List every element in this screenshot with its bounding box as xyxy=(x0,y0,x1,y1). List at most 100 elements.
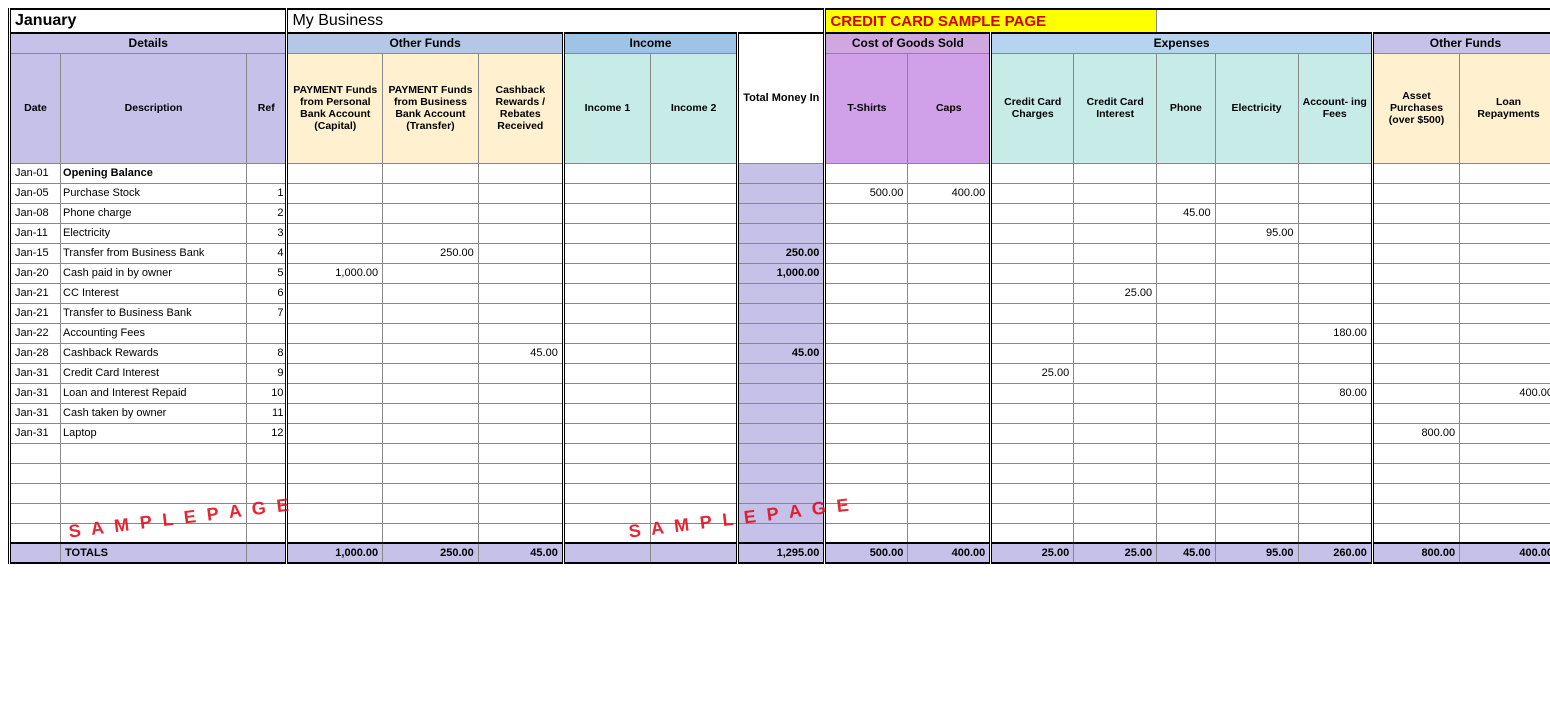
cell-ccinterest[interactable] xyxy=(1074,403,1157,423)
cell-paypersonal[interactable] xyxy=(287,303,383,323)
cell-electricity[interactable] xyxy=(1215,423,1298,443)
cell-paypersonal[interactable] xyxy=(287,403,383,423)
cell-asset[interactable] xyxy=(1372,303,1459,323)
cell-electricity[interactable] xyxy=(1215,183,1298,203)
cell-ref[interactable]: 10 xyxy=(247,383,287,403)
cell-income1[interactable] xyxy=(563,503,650,523)
cell-desc[interactable] xyxy=(61,483,247,503)
cell-income2[interactable] xyxy=(651,483,738,503)
cell-ref[interactable]: 9 xyxy=(247,363,287,383)
cell-ccinterest[interactable]: 25.00 xyxy=(1074,283,1157,303)
cell-totalin[interactable] xyxy=(738,283,825,303)
cell-income2[interactable] xyxy=(651,463,738,483)
cell-caps[interactable] xyxy=(908,323,991,343)
cell-electricity[interactable]: 95.00 xyxy=(1215,223,1298,243)
cell-ref[interactable] xyxy=(247,463,287,483)
cell-date[interactable]: Jan-21 xyxy=(10,283,61,303)
cell-desc[interactable]: Cash taken by owner xyxy=(61,403,247,423)
cell-cashback[interactable] xyxy=(478,183,563,203)
cell-paybusiness[interactable] xyxy=(383,283,479,303)
cell-income1[interactable] xyxy=(563,383,650,403)
cell-asset[interactable] xyxy=(1372,463,1459,483)
cell-income1[interactable] xyxy=(563,223,650,243)
cell-date[interactable]: Jan-05 xyxy=(10,183,61,203)
cell-loan[interactable]: 400.00 xyxy=(1460,383,1550,403)
cell-income1[interactable] xyxy=(563,263,650,283)
month-cell[interactable]: January xyxy=(10,9,287,33)
cell-asset[interactable] xyxy=(1372,363,1459,383)
cell-date[interactable]: Jan-11 xyxy=(10,223,61,243)
cell-cashback[interactable] xyxy=(478,323,563,343)
cell-asset[interactable] xyxy=(1372,323,1459,343)
cell-income2[interactable] xyxy=(651,203,738,223)
cell-income1[interactable] xyxy=(563,303,650,323)
cell-paypersonal[interactable] xyxy=(287,163,383,183)
cell-phone[interactable] xyxy=(1157,443,1215,463)
cell-phone[interactable] xyxy=(1157,383,1215,403)
cell-asset[interactable] xyxy=(1372,223,1459,243)
cell-cccharges[interactable]: 25.00 xyxy=(991,363,1074,383)
cell-paybusiness[interactable] xyxy=(383,383,479,403)
cell-ref[interactable]: 12 xyxy=(247,423,287,443)
cell-phone[interactable] xyxy=(1157,303,1215,323)
cell-cccharges[interactable] xyxy=(991,263,1074,283)
cell-income2[interactable] xyxy=(651,363,738,383)
cell-income2[interactable] xyxy=(651,503,738,523)
cell-acctfees[interactable] xyxy=(1298,403,1372,423)
cell-desc[interactable] xyxy=(61,503,247,523)
cell-paybusiness[interactable] xyxy=(383,203,479,223)
cell-acctfees[interactable] xyxy=(1298,483,1372,503)
cell-ccinterest[interactable] xyxy=(1074,363,1157,383)
cell-paypersonal[interactable] xyxy=(287,223,383,243)
cell-totalin[interactable] xyxy=(738,483,825,503)
cell-loan[interactable] xyxy=(1460,503,1550,523)
cell-ccinterest[interactable] xyxy=(1074,263,1157,283)
cell-ref[interactable]: 4 xyxy=(247,243,287,263)
cell-desc[interactable]: Credit Card Interest xyxy=(61,363,247,383)
cell-income2[interactable] xyxy=(651,263,738,283)
cell-tshirts[interactable] xyxy=(825,443,908,463)
cell-desc[interactable]: Cashback Rewards xyxy=(61,343,247,363)
cell-ccinterest[interactable] xyxy=(1074,503,1157,523)
cell-paypersonal[interactable] xyxy=(287,383,383,403)
cell-asset[interactable] xyxy=(1372,483,1459,503)
cell-income1[interactable] xyxy=(563,343,650,363)
cell-cccharges[interactable] xyxy=(991,303,1074,323)
cell-paypersonal[interactable] xyxy=(287,343,383,363)
cell-totalin[interactable] xyxy=(738,223,825,243)
cell-desc[interactable] xyxy=(61,443,247,463)
cell-desc[interactable] xyxy=(61,463,247,483)
cell-loan[interactable] xyxy=(1460,223,1550,243)
cell-paybusiness[interactable] xyxy=(383,483,479,503)
cell-totalin[interactable] xyxy=(738,183,825,203)
cell-paypersonal[interactable] xyxy=(287,483,383,503)
cell-cccharges[interactable] xyxy=(991,243,1074,263)
cell-phone[interactable] xyxy=(1157,363,1215,383)
cell-desc[interactable]: Electricity xyxy=(61,223,247,243)
cell-cccharges[interactable] xyxy=(991,283,1074,303)
cell-ref[interactable] xyxy=(247,503,287,523)
cell-caps[interactable]: 400.00 xyxy=(908,183,991,203)
cell-income2[interactable] xyxy=(651,323,738,343)
cell-loan[interactable] xyxy=(1460,203,1550,223)
cell-electricity[interactable] xyxy=(1215,363,1298,383)
cell-income1[interactable] xyxy=(563,183,650,203)
cell-paypersonal[interactable] xyxy=(287,443,383,463)
cell-tshirts[interactable] xyxy=(825,323,908,343)
cell-income2[interactable] xyxy=(651,383,738,403)
cell-income1[interactable] xyxy=(563,403,650,423)
cell-income2[interactable] xyxy=(651,443,738,463)
cell-date[interactable]: Jan-31 xyxy=(10,403,61,423)
cell-acctfees[interactable] xyxy=(1298,183,1372,203)
cell-paypersonal[interactable] xyxy=(287,463,383,483)
cell-date[interactable]: Jan-31 xyxy=(10,383,61,403)
cell-cccharges[interactable] xyxy=(991,463,1074,483)
cell-caps[interactable] xyxy=(908,383,991,403)
cell-totalin[interactable] xyxy=(738,163,825,183)
cell-desc[interactable]: Purchase Stock xyxy=(61,183,247,203)
cell-ref[interactable]: 7 xyxy=(247,303,287,323)
cell-electricity[interactable] xyxy=(1215,383,1298,403)
cell-acctfees[interactable] xyxy=(1298,223,1372,243)
cell-electricity[interactable] xyxy=(1215,323,1298,343)
cell-cashback[interactable] xyxy=(478,163,563,183)
